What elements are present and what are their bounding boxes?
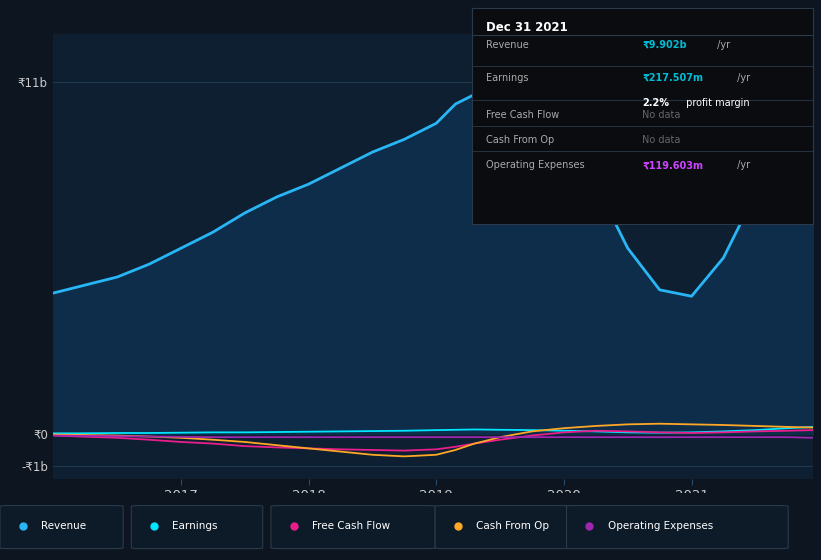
FancyBboxPatch shape <box>0 506 123 549</box>
Text: Free Cash Flow: Free Cash Flow <box>486 110 559 120</box>
Text: Operating Expenses: Operating Expenses <box>486 160 585 170</box>
Text: No data: No data <box>643 110 681 120</box>
Text: 2.2%: 2.2% <box>643 98 669 108</box>
FancyBboxPatch shape <box>566 506 788 549</box>
Text: Dec 31 2021: Dec 31 2021 <box>486 21 567 34</box>
Text: No data: No data <box>643 134 681 144</box>
Text: Revenue: Revenue <box>486 40 529 50</box>
Text: ₹9.902b: ₹9.902b <box>643 40 687 50</box>
FancyBboxPatch shape <box>435 506 583 549</box>
Text: /yr: /yr <box>735 160 750 170</box>
Text: Earnings: Earnings <box>486 73 528 83</box>
Text: profit margin: profit margin <box>683 98 750 108</box>
Text: Revenue: Revenue <box>41 521 86 531</box>
Text: Cash From Op: Cash From Op <box>476 521 549 531</box>
Text: ₹217.507m: ₹217.507m <box>643 73 704 83</box>
Text: Free Cash Flow: Free Cash Flow <box>312 521 390 531</box>
FancyBboxPatch shape <box>131 506 263 549</box>
Text: Operating Expenses: Operating Expenses <box>608 521 713 531</box>
Text: /yr: /yr <box>714 40 730 50</box>
Text: Earnings: Earnings <box>172 521 218 531</box>
Text: ₹119.603m: ₹119.603m <box>643 160 704 170</box>
FancyBboxPatch shape <box>271 506 435 549</box>
Text: /yr: /yr <box>735 73 750 83</box>
Text: Cash From Op: Cash From Op <box>486 134 554 144</box>
